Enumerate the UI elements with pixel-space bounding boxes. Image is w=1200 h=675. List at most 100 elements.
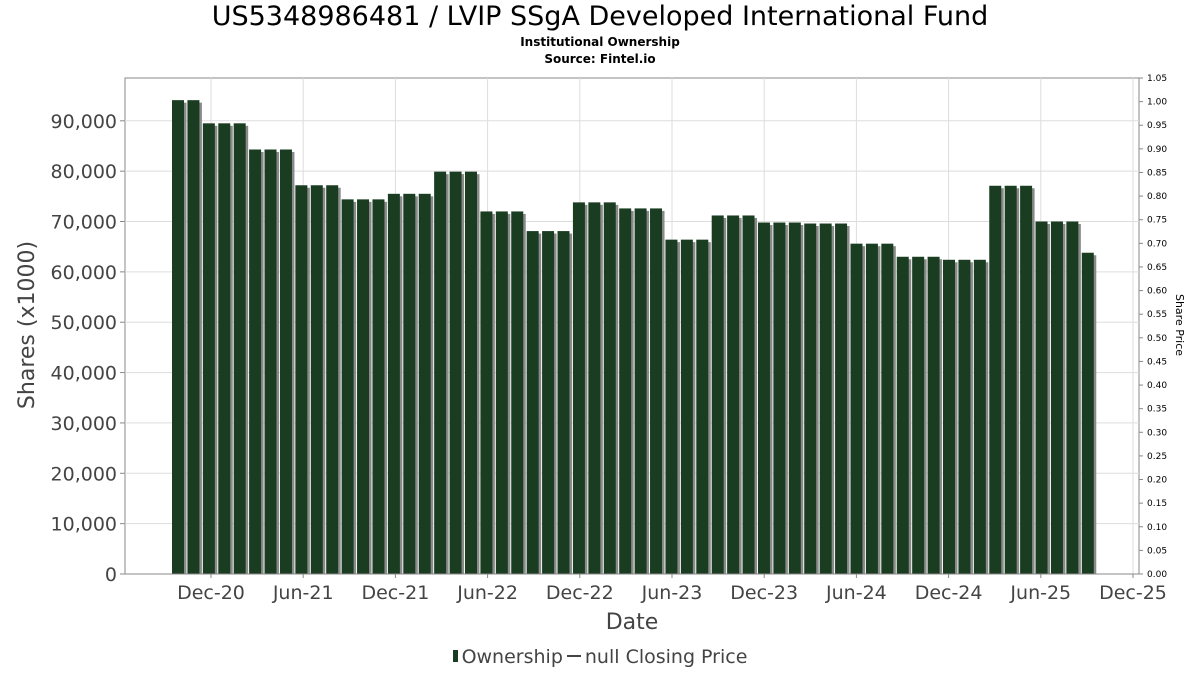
legend: Ownership null Closing Price: [0, 646, 1200, 668]
ownership-bar: [727, 215, 740, 575]
ownership-bar: [310, 185, 323, 575]
y-tick-label: 20,000: [51, 463, 117, 485]
ownership-bar: [665, 239, 678, 574]
y-tick-label: 60,000: [51, 262, 117, 284]
x-tick-label: Jun-25: [1009, 582, 1071, 604]
x-tick-label: Dec-20: [177, 582, 245, 604]
ownership-bar: [819, 223, 832, 574]
ownership-bar: [958, 259, 971, 574]
ownership-bar: [757, 222, 770, 575]
y2-tick-label: 0.10: [1147, 523, 1167, 533]
y2-tick-label: 0.55: [1147, 310, 1167, 320]
ownership-bar: [989, 185, 1002, 574]
ownership-bar: [526, 231, 539, 574]
ownership-bar: [233, 123, 246, 574]
y2-tick-label: 0.05: [1147, 546, 1167, 556]
ownership-bar: [943, 259, 955, 574]
ownership-bar: [1050, 221, 1063, 574]
ownership-bar: [464, 171, 477, 574]
ownership-bar: [295, 185, 308, 575]
ownership-bar: [619, 208, 632, 575]
ownership-bar: [973, 259, 986, 574]
ownership-bar: [387, 193, 400, 574]
x-axis-label: Date: [606, 610, 659, 635]
ownership-bar: [341, 199, 354, 575]
y-tick-label: 0: [105, 564, 117, 586]
ownership-bar: [881, 243, 894, 574]
x-tick-label: Dec-22: [546, 582, 614, 604]
x-tick-label: Dec-24: [915, 582, 983, 604]
ownership-bar: [742, 215, 755, 575]
ownership-bar: [357, 199, 370, 575]
ownership-bar: [326, 185, 339, 575]
ownership-bar: [202, 123, 215, 574]
y2-tick-label: 0.95: [1147, 121, 1167, 131]
y2-tick-label: 0.50: [1147, 334, 1167, 344]
y2-tick-label: 0.70: [1147, 239, 1167, 249]
ownership-bar: [264, 149, 277, 574]
y2-tick-label: 0.30: [1147, 428, 1167, 438]
ownership-bar: [172, 100, 184, 574]
y2-tick-label: 0.85: [1147, 168, 1167, 178]
ownership-bar: [249, 149, 262, 574]
y2-tick-label: 0.25: [1147, 452, 1167, 462]
x-tick-label: Dec-21: [361, 582, 429, 604]
y2-tick-label: 0.20: [1147, 476, 1167, 486]
y-tick-label: 80,000: [51, 161, 117, 183]
ownership-bar: [1081, 252, 1094, 574]
y2-tick-label: 0.00: [1147, 570, 1167, 580]
x-tick-label: Jun-23: [641, 582, 703, 604]
x-tick-label: Dec-25: [1099, 582, 1167, 604]
chart-title: US5348986481 / LVIP SSgA Developed Inter…: [211, 1, 989, 32]
legend-ownership: Ownership: [461, 646, 563, 668]
ownership-bar: [218, 123, 231, 574]
ownership-bar: [557, 231, 570, 574]
y2-tick-label: 0.90: [1147, 145, 1167, 155]
y-tick-label: 40,000: [51, 363, 117, 385]
y2-tick-label: 0.60: [1147, 287, 1167, 297]
ownership-bar: [572, 202, 585, 574]
ownership-bar: [1066, 221, 1079, 574]
ownership-bar: [788, 222, 801, 575]
ownership-bar: [588, 202, 601, 574]
chart-subtitle: Institutional Ownership: [520, 35, 680, 49]
x-tick-label: Dec-23: [730, 582, 798, 604]
ownership-bar: [696, 239, 709, 574]
ownership-bar: [187, 100, 200, 574]
y2-tick-label: 0.80: [1147, 192, 1167, 202]
y2-tick-label: 0.35: [1147, 405, 1167, 415]
y-tick-label: 50,000: [51, 312, 117, 334]
ownership-bar: [1035, 221, 1048, 574]
ownership-bar: [511, 211, 524, 574]
ownership-bar: [372, 199, 385, 575]
ownership-bar: [912, 256, 925, 574]
ownership-bar: [711, 215, 724, 575]
x-tick-label: Jun-22: [456, 582, 518, 604]
ownership-bar: [449, 171, 462, 574]
ownership-bar: [279, 149, 292, 574]
x-tick-label: Jun-21: [272, 582, 334, 604]
ownership-bar: [542, 231, 555, 574]
y2-tick-label: 0.65: [1147, 263, 1167, 273]
ownership-bar: [680, 239, 693, 574]
ownership-bar: [634, 208, 647, 575]
ownership-bar: [835, 223, 848, 574]
y-tick-label: 10,000: [51, 514, 117, 536]
y-tick-label: 30,000: [51, 413, 117, 435]
y-axis-label: Shares (x1000): [15, 241, 40, 409]
y2-tick-label: 0.40: [1147, 381, 1167, 391]
ownership-bar: [1004, 185, 1017, 574]
ownership-bar: [434, 171, 447, 574]
ownership-bar: [804, 223, 817, 574]
legend-price: null Closing Price: [584, 646, 748, 668]
bars: [172, 100, 1097, 575]
axes: 0 10,000 20,000 30,000 40,000 50,000 60,000 70,…: [51, 74, 1168, 604]
ownership-bar: [865, 243, 878, 574]
ownership-bar: [650, 208, 663, 575]
y2-tick-label: 0.15: [1147, 499, 1167, 509]
ownership-bar: [1020, 185, 1033, 574]
y-tick-label: 90,000: [51, 111, 117, 133]
ownership-bar: [773, 222, 786, 575]
y2-tick-label: 1.05: [1147, 74, 1167, 84]
